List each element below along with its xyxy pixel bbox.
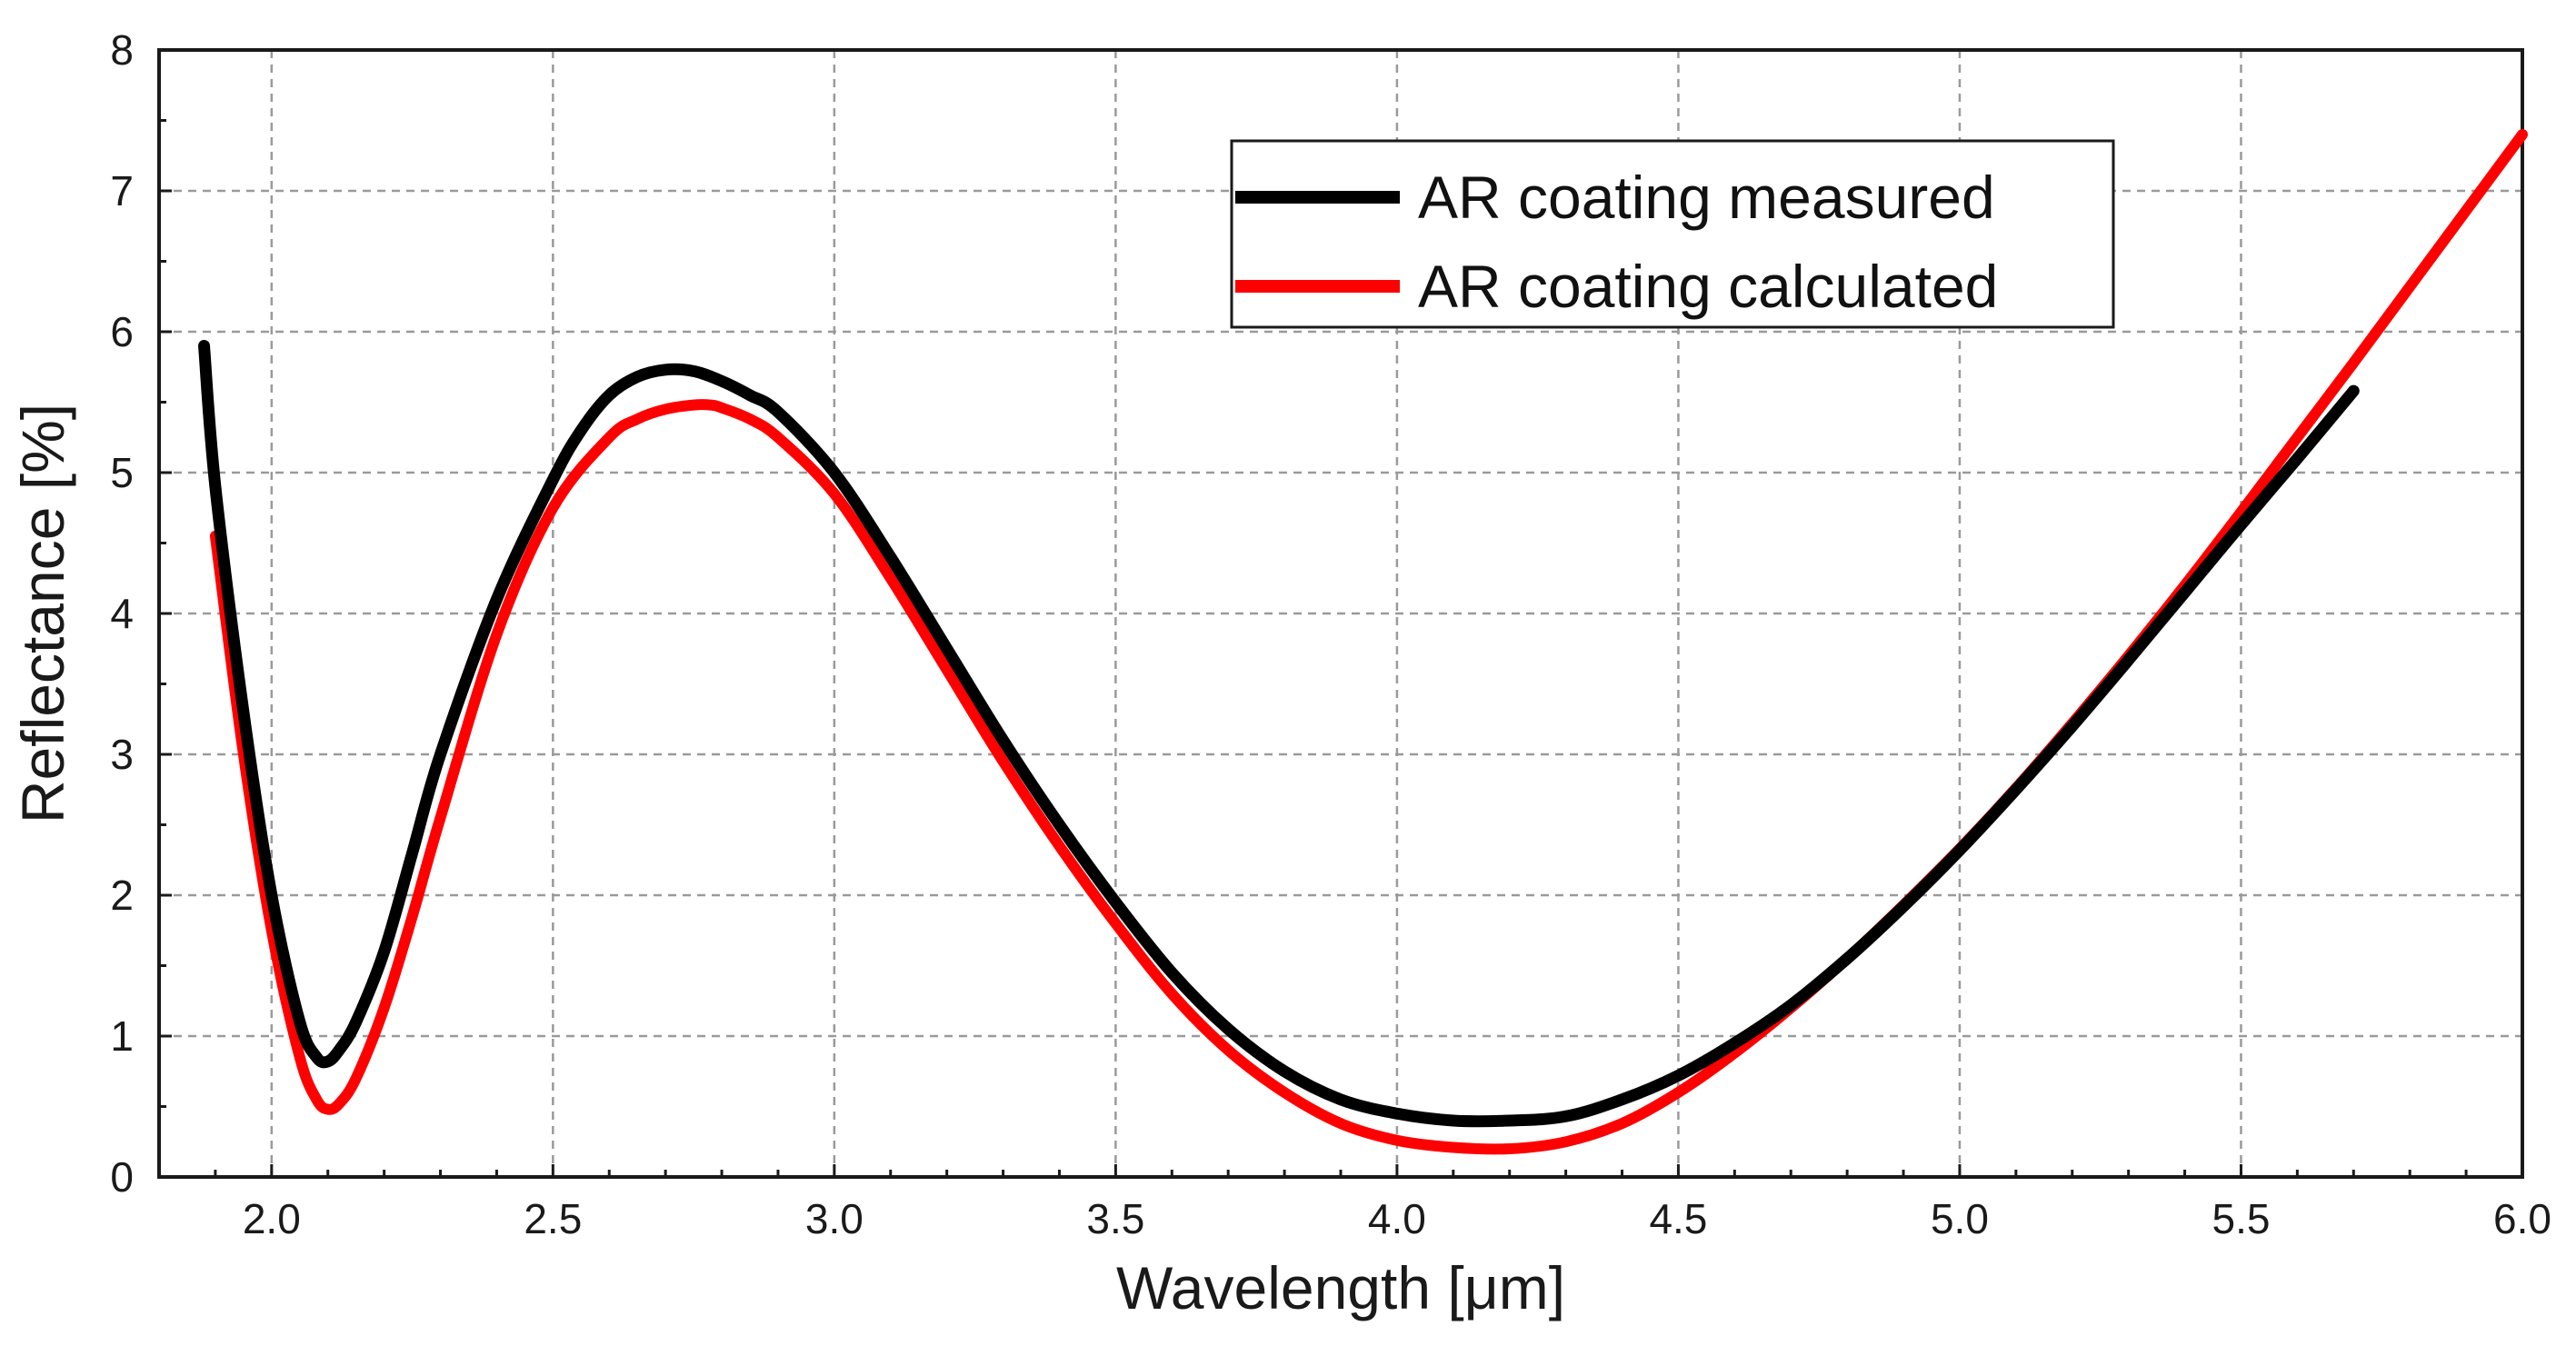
x-tick-label: 3.0 [805, 1195, 864, 1242]
y-tick-label: 7 [110, 167, 134, 214]
data-series [198, 129, 2528, 1155]
grid-lines [159, 50, 2522, 1177]
legend-box [1230, 139, 2115, 329]
y-axis-title: Reflectance [%] [9, 404, 76, 823]
legend-label-measured: AR coating measured [1418, 164, 1995, 231]
x-tick-label: 4.0 [1368, 1195, 1426, 1242]
x-axis-title: Wavelength [μm] [1116, 1254, 1565, 1321]
axis-ticks: 2.0 2.5 3.0 3.5 4.0 4.5 5.0 5.5 6.0 0 1 2 3 4 5 6 7 8 [110, 26, 2551, 1242]
y-tick-label: 4 [110, 590, 134, 637]
y-tick-label: 8 [110, 26, 134, 74]
legend: AR coating measured AR coating calculate… [1230, 139, 2115, 329]
y-tick-label: 6 [110, 308, 134, 355]
x-tick-label: 3.5 [1086, 1195, 1144, 1242]
y-tick-label: 1 [110, 1012, 134, 1060]
y-tick-label: 3 [110, 731, 134, 778]
legend-label-calculated: AR coating calculated [1418, 253, 1998, 320]
y-tick-label: 5 [110, 449, 134, 496]
y-tick-label: 2 [110, 872, 134, 919]
x-tick-label: 5.0 [1931, 1195, 1989, 1242]
y-tick-label: 0 [110, 1153, 134, 1201]
x-tick-label: 5.5 [2212, 1195, 2270, 1242]
x-tick-label: 6.0 [2493, 1195, 2551, 1242]
x-tick-label: 2.5 [524, 1195, 582, 1242]
x-tick-label: 2.0 [243, 1195, 301, 1242]
x-tick-label: 4.5 [1649, 1195, 1707, 1242]
series-line-measured [198, 340, 2360, 1128]
